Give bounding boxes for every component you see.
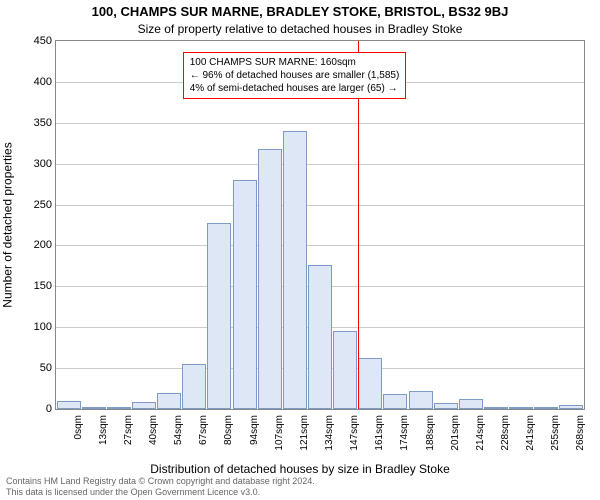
histogram-bar (283, 131, 307, 409)
footer-attribution: Contains HM Land Registry data © Crown c… (6, 476, 315, 498)
histogram-bar (107, 407, 131, 409)
histogram-bar (132, 402, 156, 409)
grid-line (56, 245, 584, 246)
histogram-bar (82, 407, 106, 409)
x-tick-label: 201sqm (450, 415, 461, 451)
histogram-bar (57, 401, 81, 409)
annotation-line: 100 CHAMPS SUR MARNE: 160sqm (190, 56, 400, 69)
y-tick-label: 0 (17, 403, 56, 415)
x-tick-label: 174sqm (399, 415, 410, 451)
histogram-bar (434, 403, 458, 409)
y-tick-label: 450 (17, 35, 56, 47)
histogram-bar (258, 149, 282, 409)
y-tick-label: 350 (17, 117, 56, 129)
x-tick-label: 27sqm (123, 415, 134, 445)
x-tick-label: 67sqm (198, 415, 209, 445)
histogram-bar (182, 364, 206, 409)
histogram-bar (157, 393, 181, 409)
y-axis-label: Number of detached properties (0, 40, 18, 410)
histogram-bar (333, 331, 357, 409)
x-tick-label: 161sqm (374, 415, 385, 451)
grid-line (56, 164, 584, 165)
histogram-bar (459, 399, 483, 409)
x-tick-label: 147sqm (349, 415, 360, 451)
y-tick-label: 250 (17, 199, 56, 211)
x-tick-label: 268sqm (575, 415, 586, 451)
histogram-bar (509, 407, 533, 409)
histogram-plot: 0501001502002503003504004500sqm13sqm27sq… (55, 40, 585, 410)
y-tick-label: 300 (17, 158, 56, 170)
annotation-box: 100 CHAMPS SUR MARNE: 160sqm← 96% of det… (183, 52, 407, 99)
x-tick-label: 188sqm (425, 415, 436, 451)
x-tick-label: 121sqm (299, 415, 310, 451)
histogram-bar (308, 265, 332, 409)
histogram-bar (559, 405, 583, 409)
x-tick-label: 228sqm (500, 415, 511, 451)
y-tick-label: 400 (17, 76, 56, 88)
y-tick-label: 150 (17, 280, 56, 292)
grid-line (56, 123, 584, 124)
x-tick-label: 241sqm (525, 415, 536, 451)
y-tick-label: 50 (17, 362, 56, 374)
histogram-bar (534, 407, 558, 409)
x-tick-label: 80sqm (223, 415, 234, 445)
histogram-bar (358, 358, 382, 409)
x-tick-label: 134sqm (324, 415, 335, 451)
histogram-bar (207, 223, 231, 409)
y-tick-label: 100 (17, 321, 56, 333)
x-tick-label: 54sqm (173, 415, 184, 445)
x-tick-label: 255sqm (550, 415, 561, 451)
histogram-bar (484, 407, 508, 409)
x-tick-label: 107sqm (274, 415, 285, 451)
page-subtitle: Size of property relative to detached ho… (0, 22, 600, 36)
annotation-line: ← 96% of detached houses are smaller (1,… (190, 69, 400, 82)
grid-line (56, 205, 584, 206)
histogram-bar (233, 180, 257, 409)
annotation-line: 4% of semi-detached houses are larger (6… (190, 82, 400, 95)
x-tick-label: 94sqm (249, 415, 260, 445)
x-tick-label: 214sqm (475, 415, 486, 451)
y-tick-label: 200 (17, 239, 56, 251)
histogram-bar (409, 391, 433, 409)
x-axis-label: Distribution of detached houses by size … (0, 462, 600, 476)
page-title: 100, CHAMPS SUR MARNE, BRADLEY STOKE, BR… (0, 4, 600, 19)
x-tick-label: 13sqm (98, 415, 109, 445)
x-tick-label: 40sqm (148, 415, 159, 445)
x-tick-label: 0sqm (73, 415, 84, 439)
histogram-bar (383, 394, 407, 409)
